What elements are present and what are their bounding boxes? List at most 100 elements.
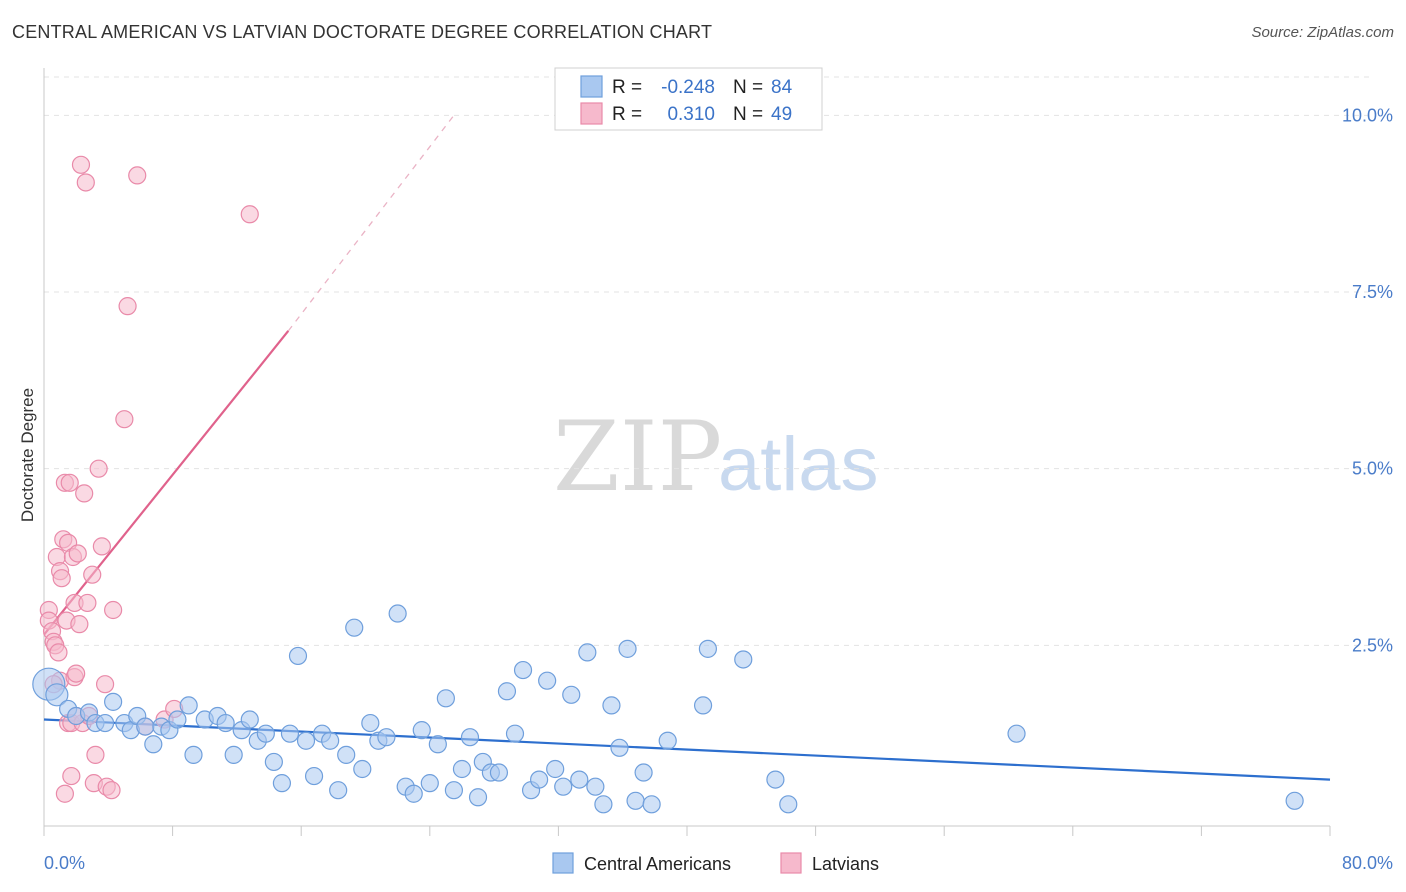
central-americans-point — [658, 731, 677, 750]
stats-legend: R = -0.248 N = 84 R = 0.310 N = 49 — [554, 67, 823, 131]
central-americans-point — [489, 763, 509, 782]
source-label: Source: ZipAtlas.com — [1251, 24, 1394, 41]
central-americans-point — [436, 689, 455, 708]
central-americans-point — [168, 710, 187, 729]
central-americans-point — [45, 683, 69, 707]
grid — [44, 76, 1370, 646]
chart-title: CENTRAL AMERICAN VS LATVIAN DOCTORATE DE… — [12, 22, 713, 42]
central-americans-point — [321, 731, 340, 750]
legend-r-label-1: R = — [612, 77, 642, 98]
central-americans-point — [468, 788, 488, 807]
central-americans-point — [1007, 724, 1026, 743]
latvians-point — [104, 600, 123, 620]
latvians-point — [86, 745, 105, 764]
central-americans-points — [32, 604, 1304, 814]
legend-item-latvians: Latvians — [812, 854, 879, 874]
central-americans-point — [602, 696, 621, 715]
central-americans-point — [388, 604, 407, 623]
central-americans-point — [766, 770, 785, 789]
central-americans-point — [240, 710, 259, 729]
central-americans-point — [288, 646, 308, 666]
central-americans-point — [304, 766, 324, 786]
x-tick-label-max: 80.0% — [1342, 853, 1393, 873]
central-americans-point — [428, 735, 447, 754]
latvians-trendline — [43, 330, 290, 636]
y-tick-label: 2.5% — [1352, 635, 1393, 655]
legend-swatch-blue — [580, 75, 603, 98]
central-americans-point — [95, 713, 115, 733]
central-americans-point — [404, 784, 423, 803]
central-americans-point — [280, 724, 300, 743]
central-americans-point — [693, 696, 713, 715]
central-americans-point — [698, 639, 717, 658]
central-americans-point — [505, 724, 525, 743]
central-americans-point — [594, 795, 613, 814]
central-americans-point — [272, 774, 292, 793]
central-americans-point — [216, 713, 235, 733]
central-americans-point — [570, 770, 589, 789]
central-americans-point — [497, 682, 517, 701]
legend-item-latvians-swatch — [780, 852, 802, 874]
central-americans-point — [460, 728, 480, 747]
central-americans-point — [610, 738, 629, 757]
latvians-point — [92, 537, 111, 556]
legend-n-value-2: 49 — [771, 104, 792, 125]
central-americans-point — [578, 643, 597, 662]
tick-labels: 2.5% 5.0% 7.5% 10.0% 0.0% 80.0% — [44, 105, 1393, 873]
central-americans-point — [179, 696, 198, 715]
latvians-point — [118, 297, 137, 316]
latvians-point — [60, 473, 79, 492]
central-americans-point — [562, 685, 581, 704]
legend-n-label-1: N = — [733, 77, 763, 98]
watermark-atlas: atlas — [718, 422, 879, 507]
central-americans-point — [642, 795, 661, 814]
latvians-point — [75, 484, 94, 503]
latvians-point — [78, 593, 97, 613]
latvians-point — [128, 166, 147, 185]
central-americans-point — [779, 795, 798, 814]
legend-n-value-1: 84 — [771, 77, 793, 98]
central-americans-point — [337, 745, 356, 764]
latvians-point — [115, 410, 134, 429]
latvians-point — [67, 664, 86, 683]
latvians-trendline-extension — [287, 114, 455, 332]
central-americans-point — [412, 721, 431, 740]
central-americans-point — [224, 745, 243, 764]
latvians-point — [76, 173, 95, 192]
central-americans-point — [618, 639, 637, 658]
central-americans-point — [626, 791, 645, 810]
central-americans-point — [104, 692, 123, 711]
latvians-point — [68, 544, 87, 563]
x-tick-label-min: 0.0% — [44, 853, 85, 873]
central-americans-point — [329, 781, 348, 800]
latvians-point — [71, 155, 91, 174]
legend-r-value-1: -0.248 — [661, 77, 715, 98]
watermark: ZIP atlas — [553, 401, 879, 513]
latvians-point — [95, 675, 115, 694]
watermark-zip: ZIP — [553, 401, 722, 513]
central-americans-point — [452, 759, 472, 779]
central-americans-point — [136, 717, 155, 736]
series-legend: Central Americans Latvians — [552, 852, 879, 874]
central-americans-point — [345, 618, 364, 637]
central-americans-point — [184, 745, 203, 764]
central-americans-point — [264, 752, 283, 772]
y-tick-label: 7.5% — [1352, 282, 1393, 302]
latvians-point — [62, 766, 81, 786]
latvians-point — [102, 781, 121, 800]
central-americans-point — [444, 781, 464, 800]
y-tick-label: 5.0% — [1352, 459, 1393, 479]
central-americans-point — [734, 650, 753, 669]
latvians-point — [55, 784, 74, 803]
central-americans-point — [361, 713, 380, 733]
latvians-point — [52, 569, 71, 588]
central-americans-point — [634, 763, 653, 782]
central-americans-point — [546, 759, 565, 779]
latvians-point — [89, 459, 108, 478]
central-americans-point — [420, 774, 439, 793]
central-americans-point — [144, 735, 163, 754]
central-americans-point — [256, 724, 275, 743]
central-americans-point — [1285, 791, 1304, 810]
central-americans-point — [296, 731, 316, 750]
